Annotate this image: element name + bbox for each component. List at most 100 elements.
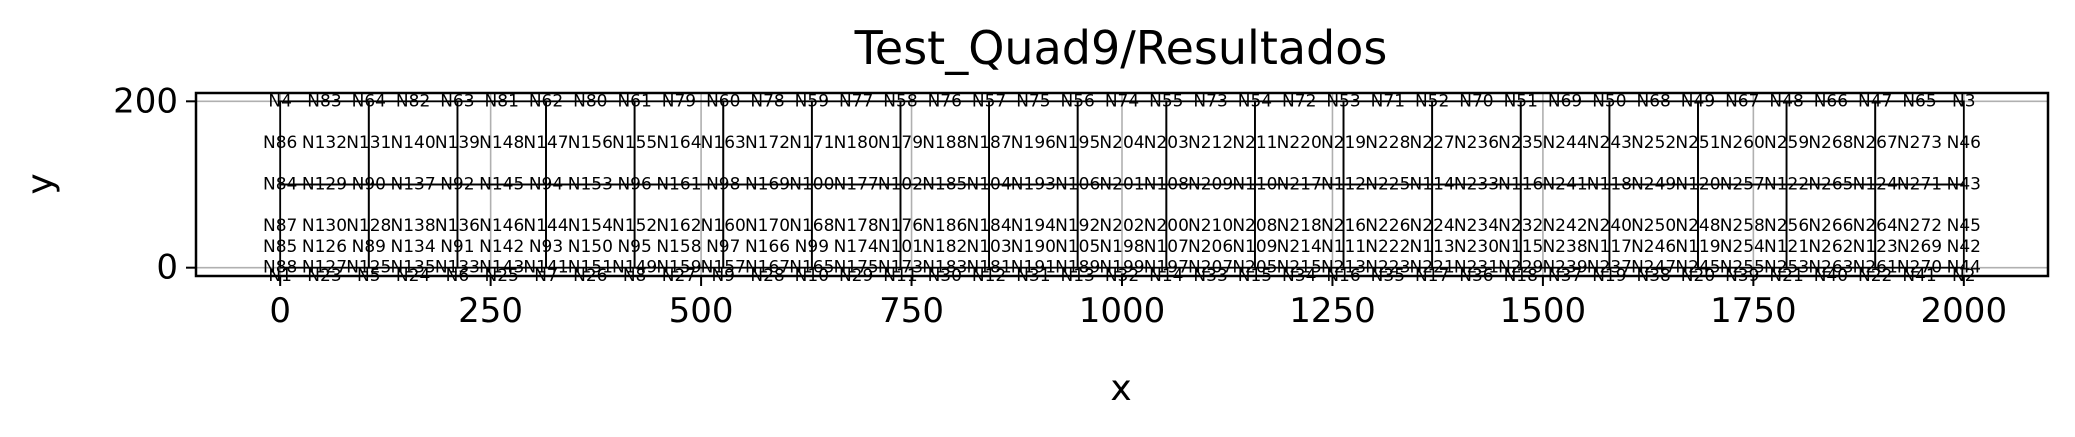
node-label: N99 <box>795 237 829 257</box>
node-label: N235 <box>1498 133 1543 153</box>
node-label: N50 <box>1592 91 1626 111</box>
x-tick-label: 1500 <box>1500 291 1587 331</box>
node-label: N51 <box>1504 91 1538 111</box>
y-tick-label: 200 <box>113 81 178 121</box>
node-label: N54 <box>1238 91 1272 111</box>
node-label: N61 <box>617 91 651 111</box>
node-label: N185 <box>922 175 967 195</box>
node-label: N212 <box>1188 133 1233 153</box>
node-label: N248 <box>1675 216 1720 236</box>
node-label: N75 <box>1016 91 1050 111</box>
node-label: N74 <box>1105 91 1139 111</box>
node-label: N230 <box>1454 237 1499 257</box>
node-label: N204 <box>1099 133 1144 153</box>
node-label: N177 <box>834 175 879 195</box>
node-label: N59 <box>795 91 829 111</box>
node-label: N208 <box>1232 216 1277 236</box>
node-label: N218 <box>1277 216 1322 236</box>
node-label: N272 <box>1897 216 1942 236</box>
node-label: N65 <box>1902 91 1936 111</box>
node-label: N129 <box>302 175 347 195</box>
node-label: N112 <box>1321 175 1366 195</box>
node-label: N146 <box>479 216 524 236</box>
node-label: N249 <box>1631 175 1676 195</box>
node-label: N96 <box>617 175 651 195</box>
x-tick-label: 750 <box>879 291 944 331</box>
node-label: N45 <box>1947 216 1981 236</box>
node-label: N160 <box>701 216 746 236</box>
node-label: N166 <box>745 237 790 257</box>
x-tick-label: 0 <box>269 291 291 331</box>
node-label: N220 <box>1277 133 1322 153</box>
node-label: N47 <box>1858 91 1892 111</box>
node-label: N94 <box>529 175 563 195</box>
node-label: N57 <box>972 91 1006 111</box>
node-label: N260 <box>1720 133 1765 153</box>
node-label: N252 <box>1631 133 1676 153</box>
node-label: N68 <box>1636 91 1670 111</box>
node-label: N266 <box>1808 216 1853 236</box>
node-label: N262 <box>1808 237 1853 257</box>
ticks: 0 250 500 750 1000 1250 1500 1750 20000200 <box>113 81 2007 331</box>
node-label: N78 <box>750 91 784 111</box>
node-label: N192 <box>1055 216 1100 236</box>
node-label: N130 <box>302 216 347 236</box>
node-label: N241 <box>1542 175 1587 195</box>
node-label: N273 <box>1897 133 1942 153</box>
node-label: N244 <box>1542 133 1587 153</box>
y-axis-label: y <box>20 173 61 194</box>
node-label: N144 <box>523 216 568 236</box>
node-label: N203 <box>1144 133 1189 153</box>
node-label: N269 <box>1897 237 1942 257</box>
node-label: N49 <box>1681 91 1715 111</box>
node-label: N172 <box>745 133 790 153</box>
node-label: N216 <box>1321 216 1366 236</box>
node-label: N200 <box>1144 216 1189 236</box>
node-label: N72 <box>1282 91 1316 111</box>
node-label: N264 <box>1853 216 1898 236</box>
node-label: N161 <box>656 175 701 195</box>
node-label: N174 <box>834 237 879 257</box>
node-label: N122 <box>1764 175 1809 195</box>
node-label: N107 <box>1144 237 1189 257</box>
node-label: N60 <box>706 91 740 111</box>
x-tick-label: 2000 <box>1921 291 2008 331</box>
node-label: N80 <box>573 91 607 111</box>
node-label: N242 <box>1542 216 1587 236</box>
node-label: N201 <box>1099 175 1144 195</box>
node-label: N228 <box>1365 133 1410 153</box>
node-label: N187 <box>966 133 1011 153</box>
node-label: N119 <box>1675 237 1720 257</box>
node-label: N137 <box>391 175 436 195</box>
node-label: N232 <box>1498 216 1543 236</box>
node-label: N171 <box>789 133 834 153</box>
node-label: N86 <box>263 133 297 153</box>
node-label: N4 <box>268 91 292 111</box>
node-label: N128 <box>346 216 391 236</box>
node-label: N233 <box>1454 175 1499 195</box>
node-label: N117 <box>1587 237 1632 257</box>
node-label: N43 <box>1947 175 1981 195</box>
node-label: N139 <box>435 133 480 153</box>
node-label: N52 <box>1415 91 1449 111</box>
node-label: N84 <box>263 175 297 195</box>
node-label: N210 <box>1188 216 1233 236</box>
node-label: N259 <box>1764 133 1809 153</box>
node-label: N190 <box>1011 237 1056 257</box>
node-label: N195 <box>1055 133 1100 153</box>
node-label: N170 <box>745 216 790 236</box>
node-label: N227 <box>1410 133 1455 153</box>
node-label: N155 <box>612 133 657 153</box>
node-label: N243 <box>1587 133 1632 153</box>
node-label: N257 <box>1720 175 1765 195</box>
x-tick-label: 1750 <box>1710 291 1797 331</box>
node-label: N186 <box>922 216 967 236</box>
node-label: N62 <box>529 91 563 111</box>
node-label: N115 <box>1498 237 1543 257</box>
node-label: N123 <box>1853 237 1898 257</box>
node-label: N152 <box>612 216 657 236</box>
node-label: N214 <box>1277 237 1322 257</box>
node-label: N222 <box>1365 237 1410 257</box>
node-label: N76 <box>928 91 962 111</box>
node-label: N53 <box>1326 91 1360 111</box>
